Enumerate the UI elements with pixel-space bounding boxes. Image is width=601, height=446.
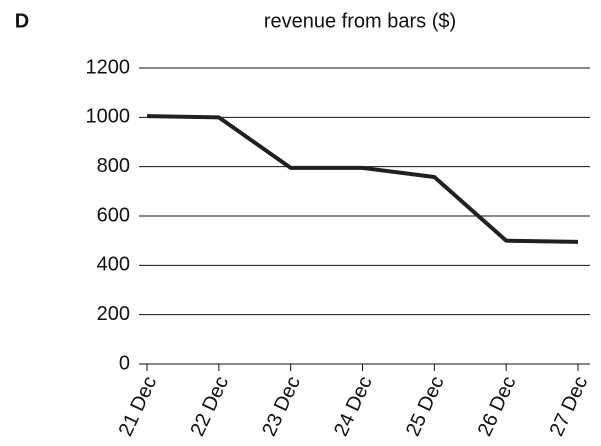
- x-tick-label: 25 Dec: [402, 373, 449, 440]
- x-tick-label: 23 Dec: [258, 373, 305, 440]
- y-tick-label: 1000: [86, 106, 131, 128]
- panel-label: D: [15, 10, 29, 32]
- x-tick-label: 21 Dec: [115, 373, 162, 440]
- y-tick-label: 800: [97, 155, 130, 177]
- chart-title: revenue from bars ($): [264, 10, 456, 32]
- y-tick-label: 600: [97, 204, 130, 226]
- y-tick-label: 400: [97, 254, 130, 276]
- x-tick-label: 27 Dec: [546, 373, 593, 440]
- x-tick-label: 22 Dec: [186, 373, 233, 440]
- y-tick-label: 1200: [86, 56, 131, 78]
- y-tick-label: 200: [97, 303, 130, 325]
- data-line: [146, 114, 579, 244]
- x-tick-label: 26 Dec: [474, 373, 521, 440]
- x-tick-label: 24 Dec: [330, 373, 377, 440]
- y-tick-label: 0: [119, 352, 130, 374]
